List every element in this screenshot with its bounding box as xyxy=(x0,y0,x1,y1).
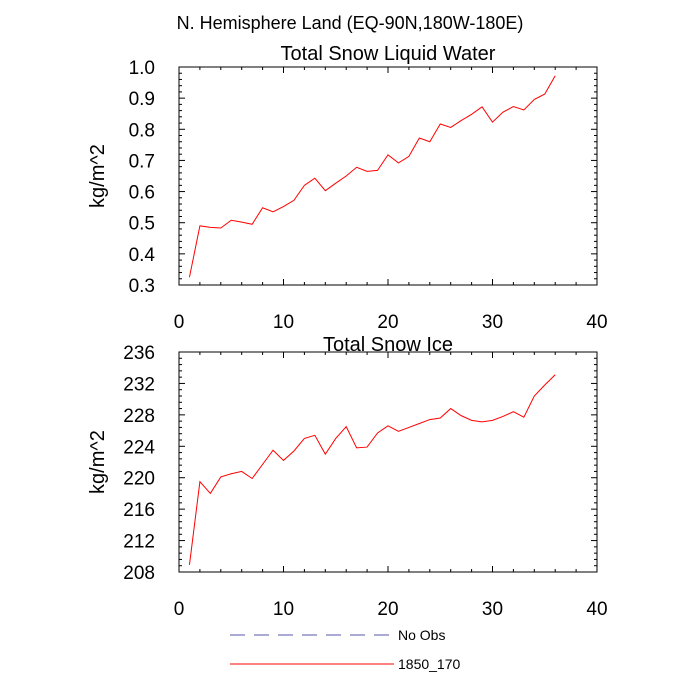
snow-ice-xtick-label: 0 xyxy=(174,599,185,620)
snow-ice-xtick-label: 40 xyxy=(586,599,607,620)
snow-ice-ytick-label: 232 xyxy=(123,374,155,395)
chart-panel-snow-ice: Total Snow Ice 0 10 20 30 40 208 212 216 220 224 22… xyxy=(87,334,608,620)
liquid-water-ytick-label: 0.9 xyxy=(129,89,155,110)
liquid-water-ytick-label: 0.8 xyxy=(129,120,155,141)
snow-ice-ytick-label: 216 xyxy=(123,500,155,521)
chart-panel-liquid-water: Total Snow Liquid Water 0 10 20 30 40 0.3 0.4 0.… xyxy=(87,43,608,333)
snow-ice-plot-frame xyxy=(178,351,598,573)
snow-ice-xtick-label: 30 xyxy=(482,599,503,620)
snow-ice-ytick-label: 212 xyxy=(123,532,155,553)
legend-label-2: 1850_170 xyxy=(398,656,461,672)
liquid-water-ytick-label: 0.4 xyxy=(129,245,156,266)
snow-ice-ytick-label: 220 xyxy=(123,469,155,490)
snow-ice-ytick-label: 236 xyxy=(123,343,155,364)
liquid-water-ytick-label: 0.6 xyxy=(129,183,155,204)
liquid-water-xtick-label: 10 xyxy=(273,312,294,333)
chart-legend: No Obs 1850_170 xyxy=(230,627,461,672)
snow-ice-ylabel: kg/m^2 xyxy=(87,430,109,494)
liquid-water-ytick-label: 0.7 xyxy=(129,151,155,172)
liquid-water-title: Total Snow Liquid Water xyxy=(281,43,496,65)
figure-suptitle: N. Hemisphere Land (EQ-90N,180W-180E) xyxy=(177,13,524,33)
liquid-water-xtick-label: 0 xyxy=(174,312,185,333)
snow-ice-series-line xyxy=(188,374,556,565)
snow-ice-xtick-label: 10 xyxy=(273,599,294,620)
liquid-water-xtick-label: 30 xyxy=(482,312,503,333)
liquid-water-xtick-label: 20 xyxy=(377,312,398,333)
snow-ice-xtick-label: 20 xyxy=(377,599,398,620)
liquid-water-xtick-label: 40 xyxy=(586,312,607,333)
liquid-water-series-line xyxy=(188,75,556,278)
liquid-water-ylabel: kg/m^2 xyxy=(87,144,109,208)
liquid-water-ytick-label: 1.0 xyxy=(129,58,155,79)
legend-label-1: No Obs xyxy=(398,627,445,643)
snow-ice-ytick-label: 228 xyxy=(123,406,155,427)
liquid-water-ytick-label: 0.3 xyxy=(129,276,155,297)
snow-ice-ytick-label: 224 xyxy=(123,437,155,458)
liquid-water-ytick-label: 0.5 xyxy=(129,214,155,235)
snow-ice-title: Total Snow Ice xyxy=(323,334,453,356)
snow-ice-ytick-label: 208 xyxy=(123,563,155,584)
